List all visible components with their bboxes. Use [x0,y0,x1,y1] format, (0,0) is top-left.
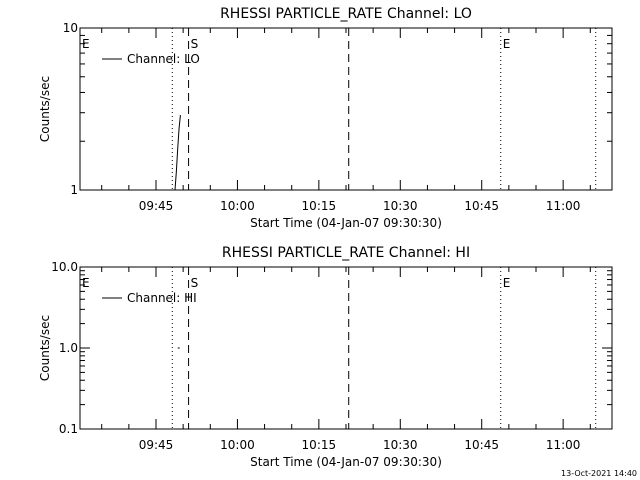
y-tick-label: 1 [70,183,78,197]
y-tick-label: 10.0 [51,260,78,274]
event-marker-label: E [82,37,90,51]
x-tick-label: 10:30 [383,438,418,452]
y-tick-label: 0.1 [59,422,78,436]
x-tick-label: 09:45 [139,438,174,452]
footer-timestamp: 13-Oct-2021 14:40 [561,469,637,478]
x-axis-label: Start Time (04-Jan-07 09:30:30) [250,216,442,230]
x-tick-label: 10:45 [464,438,499,452]
y-axis-label: Counts/sec [38,315,52,381]
x-tick-label: 10:15 [302,438,337,452]
event-marker-label: E [503,37,511,51]
x-tick-label: 10:00 [220,438,255,452]
x-axis-label: Start Time (04-Jan-07 09:30:30) [250,455,442,469]
y-axis-label: Counts/sec [38,76,52,142]
chart-title: RHESSI PARTICLE_RATE Channel: LO [220,6,472,22]
x-tick-label: 09:45 [139,199,174,213]
event-marker-label: S [191,37,199,51]
event-marker-label: S [191,276,199,290]
event-marker-label: E [82,276,90,290]
x-tick-label: 11:00 [546,199,581,213]
series-line [174,115,181,191]
x-tick-label: 11:00 [546,438,581,452]
legend-label: Channel: LO [127,52,200,66]
x-tick-label: 10:30 [383,199,418,213]
x-tick-label: 10:15 [302,199,337,213]
x-tick-label: 10:45 [464,199,499,213]
legend-label: Channel: HI [127,291,197,305]
panel-hi: RHESSI PARTICLE_RATE Channel: HI Start Ti… [38,245,613,469]
chart-title: RHESSI PARTICLE_RATE Channel: HI [222,245,470,261]
y-tick-label: 10 [63,21,78,35]
panel-lo: RHESSI PARTICLE_RATE Channel: LO Start Ti… [38,6,613,230]
event-marker-label: E [503,276,511,290]
x-tick-label: 10:00 [220,199,255,213]
y-tick-label: 1.0 [59,341,78,355]
